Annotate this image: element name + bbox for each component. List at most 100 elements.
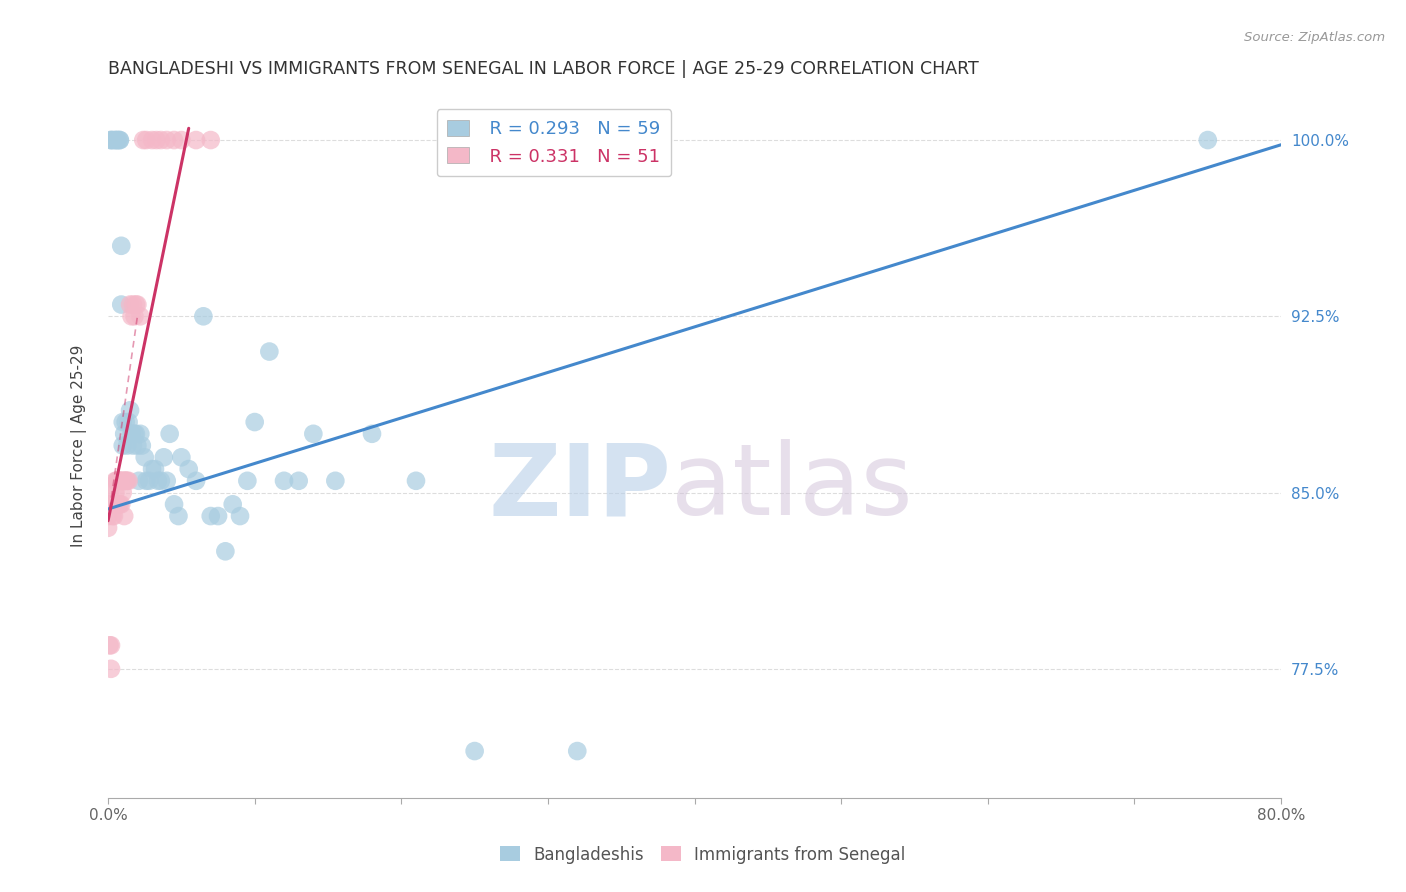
Point bbox=[100, 497, 122, 511]
Point bbox=[107, 497, 129, 511]
Point bbox=[159, 426, 181, 441]
Point bbox=[108, 474, 131, 488]
Point bbox=[1197, 133, 1219, 147]
Point bbox=[325, 474, 347, 488]
Point bbox=[114, 474, 136, 488]
Text: BANGLADESHI VS IMMIGRANTS FROM SENEGAL IN LABOR FORCE | AGE 25-29 CORRELATION CH: BANGLADESHI VS IMMIGRANTS FROM SENEGAL I… bbox=[108, 60, 979, 78]
Point bbox=[287, 474, 309, 488]
Point bbox=[110, 497, 132, 511]
Legend:   R = 0.293   N = 59,   R = 0.331   N = 51: R = 0.293 N = 59, R = 0.331 N = 51 bbox=[436, 109, 671, 177]
Point bbox=[170, 133, 193, 147]
Point bbox=[105, 474, 128, 488]
Point bbox=[117, 415, 139, 429]
Point bbox=[122, 438, 145, 452]
Point bbox=[229, 509, 252, 524]
Point bbox=[143, 462, 166, 476]
Text: Source: ZipAtlas.com: Source: ZipAtlas.com bbox=[1244, 31, 1385, 45]
Point bbox=[129, 426, 152, 441]
Point bbox=[114, 474, 136, 488]
Point bbox=[141, 133, 163, 147]
Point bbox=[104, 133, 127, 147]
Point bbox=[141, 462, 163, 476]
Point bbox=[127, 297, 149, 311]
Point bbox=[135, 133, 157, 147]
Point bbox=[128, 474, 150, 488]
Point bbox=[145, 133, 167, 147]
Point bbox=[108, 497, 131, 511]
Point bbox=[104, 133, 127, 147]
Point bbox=[115, 474, 138, 488]
Point bbox=[214, 544, 236, 558]
Point bbox=[97, 521, 120, 535]
Point bbox=[112, 474, 135, 488]
Point bbox=[103, 509, 125, 524]
Point bbox=[236, 474, 259, 488]
Point bbox=[152, 450, 174, 465]
Point bbox=[146, 474, 169, 488]
Y-axis label: In Labor Force | Age 25-29: In Labor Force | Age 25-29 bbox=[72, 344, 87, 547]
Point bbox=[222, 497, 245, 511]
Point bbox=[100, 133, 122, 147]
Point bbox=[104, 497, 127, 511]
Point bbox=[125, 297, 148, 311]
Point bbox=[163, 497, 186, 511]
Point bbox=[149, 474, 172, 488]
Point bbox=[98, 638, 121, 652]
Point bbox=[100, 662, 122, 676]
Point bbox=[110, 239, 132, 253]
Point bbox=[98, 485, 121, 500]
Point bbox=[101, 509, 124, 524]
Point bbox=[107, 474, 129, 488]
Point bbox=[132, 133, 155, 147]
Point bbox=[243, 415, 266, 429]
Point bbox=[108, 133, 131, 147]
Point bbox=[112, 509, 135, 524]
Point bbox=[122, 297, 145, 311]
Point bbox=[100, 133, 122, 147]
Point bbox=[200, 133, 222, 147]
Point bbox=[111, 415, 134, 429]
Point bbox=[129, 310, 152, 324]
Point bbox=[167, 509, 190, 524]
Legend: Bangladeshis, Immigrants from Senegal: Bangladeshis, Immigrants from Senegal bbox=[494, 839, 912, 871]
Point bbox=[120, 297, 142, 311]
Point bbox=[184, 133, 207, 147]
Point bbox=[464, 744, 486, 758]
Point bbox=[405, 474, 427, 488]
Point bbox=[131, 438, 153, 452]
Point bbox=[110, 297, 132, 311]
Point bbox=[108, 474, 131, 488]
Point bbox=[124, 426, 146, 441]
Point bbox=[108, 133, 131, 147]
Point bbox=[156, 133, 179, 147]
Point bbox=[200, 509, 222, 524]
Point bbox=[193, 310, 215, 324]
Point bbox=[105, 497, 128, 511]
Point bbox=[273, 474, 295, 488]
Text: ZIP: ZIP bbox=[488, 440, 671, 536]
Point bbox=[115, 438, 138, 452]
Point bbox=[114, 415, 136, 429]
Point bbox=[134, 450, 156, 465]
Point bbox=[302, 426, 325, 441]
Point bbox=[177, 462, 200, 476]
Point bbox=[156, 474, 179, 488]
Point bbox=[259, 344, 281, 359]
Point bbox=[125, 426, 148, 441]
Point bbox=[135, 474, 157, 488]
Point bbox=[120, 403, 142, 417]
Point bbox=[101, 497, 124, 511]
Point bbox=[121, 426, 143, 441]
Point bbox=[124, 310, 146, 324]
Point bbox=[97, 497, 120, 511]
Point bbox=[163, 133, 186, 147]
Point bbox=[103, 497, 125, 511]
Point bbox=[170, 450, 193, 465]
Point bbox=[101, 133, 124, 147]
Point bbox=[101, 497, 124, 511]
Point bbox=[104, 474, 127, 488]
Point bbox=[105, 133, 128, 147]
Point bbox=[207, 509, 229, 524]
Text: atlas: atlas bbox=[671, 440, 912, 536]
Point bbox=[184, 474, 207, 488]
